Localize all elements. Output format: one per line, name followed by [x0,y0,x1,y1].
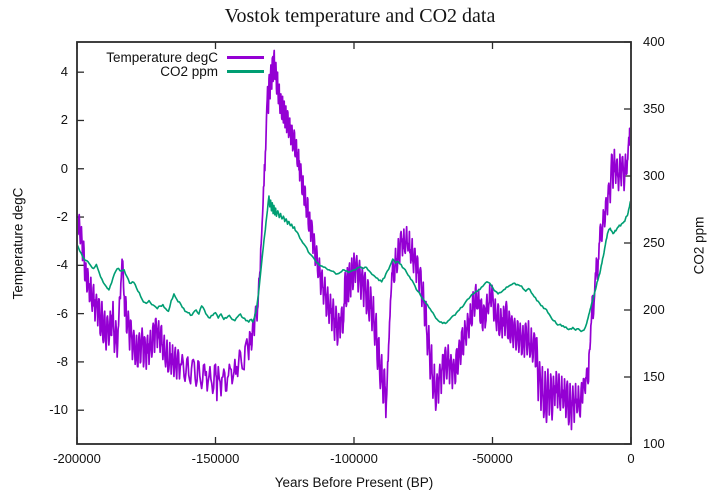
temperature-series-line [78,49,630,431]
y-right-tick-label: 250 [643,235,665,250]
legend: Temperature degC CO2 ppm [60,51,264,78]
y-left-tick-label: 2 [60,112,68,128]
y-left-tick-label: 4 [60,64,68,80]
y-right-tick-label: 100 [643,436,665,451]
legend-label-temperature: Temperature degC [106,50,218,65]
legend-line-sample-temperature [227,56,264,60]
y-right-tick-label: 150 [643,369,665,384]
y-left-tick-label: -6 [56,305,68,321]
chart-title: Vostok temperature and CO2 data [224,5,496,27]
legend-label-co2: CO2 ppm [160,63,218,79]
x-tick-label: -100000 [330,451,378,466]
y-left-tick-label: -10 [49,402,68,418]
legend-entry-co2: CO2 ppm [60,63,264,79]
y-right-tick-label: 200 [643,302,665,317]
y-right-axis-label: CO2 ppm [691,216,707,275]
y-left-tick-label: 0 [60,160,68,176]
legend-entry-temperature: Temperature degC [60,51,264,65]
x-tick-label: -150000 [191,451,240,466]
co2-series-line [78,195,630,333]
y-left-axis-label: Temperature degC [10,187,26,300]
y-left-tick-label: -4 [56,257,68,273]
y-left-tick-label: -8 [56,353,68,369]
y-right-tick-label: 400 [643,34,665,49]
y-left-tick-label: -2 [56,209,68,225]
y-right-tick-label: 350 [643,101,665,116]
legend-line-sample-co2 [227,69,264,73]
x-axis-label: Years Before Present (BP) [274,475,434,490]
x-tick-label: -200000 [53,451,101,466]
x-tick-label: -50000 [472,451,513,466]
plot-border [76,41,632,445]
x-tick-label: 0 [627,451,635,466]
y-right-tick-label: 300 [643,168,665,183]
